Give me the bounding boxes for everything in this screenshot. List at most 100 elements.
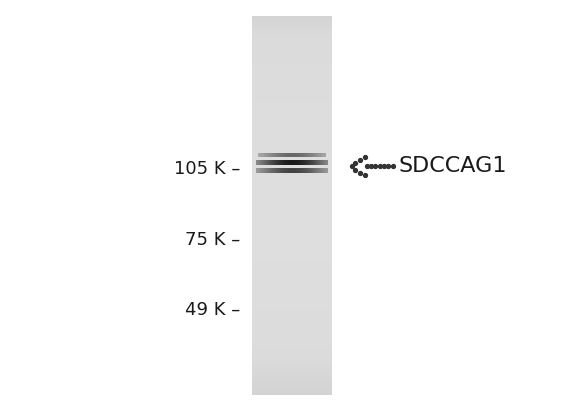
Bar bbox=[252, 63, 332, 65]
Bar bbox=[252, 337, 332, 338]
Bar bbox=[252, 47, 332, 48]
Bar bbox=[302, 159, 303, 165]
Bar bbox=[327, 159, 328, 165]
Bar bbox=[274, 159, 275, 165]
Bar bbox=[252, 20, 332, 22]
Bar bbox=[252, 392, 332, 394]
Bar bbox=[252, 118, 332, 120]
Bar bbox=[252, 79, 332, 81]
Bar bbox=[252, 217, 332, 219]
Bar bbox=[252, 184, 332, 186]
Bar bbox=[252, 261, 332, 263]
Bar bbox=[252, 299, 332, 300]
Bar bbox=[252, 163, 332, 164]
Bar bbox=[252, 35, 332, 37]
Bar bbox=[252, 69, 332, 71]
Bar bbox=[252, 117, 332, 119]
Bar bbox=[294, 153, 295, 157]
Bar bbox=[252, 357, 332, 358]
Bar bbox=[274, 169, 275, 173]
Bar bbox=[252, 304, 332, 305]
Bar bbox=[252, 105, 332, 106]
Bar bbox=[252, 373, 332, 375]
Text: 49 K –: 49 K – bbox=[186, 301, 241, 319]
Bar bbox=[252, 157, 332, 159]
Bar bbox=[279, 153, 280, 157]
Bar bbox=[252, 53, 332, 55]
Bar bbox=[252, 275, 332, 277]
Bar bbox=[267, 169, 268, 173]
Bar bbox=[310, 159, 311, 165]
Bar bbox=[252, 135, 332, 136]
Bar bbox=[264, 169, 265, 173]
Bar bbox=[309, 159, 310, 165]
Bar bbox=[278, 169, 279, 173]
Bar bbox=[252, 176, 332, 178]
Bar bbox=[252, 334, 332, 336]
Bar bbox=[294, 169, 295, 173]
Bar bbox=[269, 153, 270, 157]
Bar bbox=[252, 85, 332, 86]
Bar bbox=[301, 159, 302, 165]
Bar bbox=[252, 83, 332, 85]
Bar bbox=[287, 159, 288, 165]
Bar bbox=[252, 180, 332, 182]
Bar bbox=[252, 252, 332, 254]
Bar bbox=[311, 159, 312, 165]
Bar bbox=[252, 52, 332, 53]
Bar bbox=[325, 169, 327, 173]
Bar bbox=[252, 149, 332, 150]
Bar bbox=[252, 329, 332, 331]
Bar bbox=[308, 169, 309, 173]
Bar bbox=[252, 183, 332, 185]
Bar bbox=[252, 362, 332, 363]
Bar bbox=[252, 77, 332, 79]
Bar bbox=[252, 145, 332, 147]
Bar bbox=[252, 208, 332, 210]
Bar bbox=[269, 159, 270, 165]
Bar bbox=[252, 23, 332, 24]
Bar bbox=[252, 310, 332, 312]
Bar bbox=[256, 169, 257, 173]
Bar bbox=[252, 121, 332, 123]
Bar bbox=[252, 43, 332, 44]
Bar bbox=[252, 165, 332, 167]
Bar bbox=[297, 159, 298, 165]
Bar bbox=[252, 257, 332, 259]
Bar bbox=[299, 153, 300, 157]
Bar bbox=[308, 159, 309, 165]
Bar bbox=[252, 343, 332, 344]
Bar bbox=[268, 153, 269, 157]
Bar bbox=[276, 169, 277, 173]
Bar bbox=[252, 195, 332, 197]
Bar bbox=[261, 153, 262, 157]
Bar bbox=[283, 153, 284, 157]
Bar bbox=[252, 307, 332, 309]
Bar bbox=[252, 155, 332, 157]
Bar bbox=[252, 102, 332, 104]
Bar bbox=[252, 24, 332, 25]
Bar bbox=[297, 169, 298, 173]
Bar bbox=[252, 223, 332, 225]
Bar bbox=[252, 174, 332, 175]
Bar bbox=[252, 120, 332, 122]
Bar bbox=[252, 352, 332, 353]
Bar bbox=[296, 159, 297, 165]
Bar bbox=[298, 169, 299, 173]
Bar bbox=[272, 159, 273, 165]
Bar bbox=[252, 188, 332, 189]
Bar bbox=[252, 272, 332, 274]
Bar bbox=[252, 76, 332, 77]
Bar bbox=[278, 159, 279, 165]
Bar bbox=[252, 371, 332, 372]
Bar bbox=[252, 125, 332, 127]
Bar bbox=[327, 159, 328, 165]
Bar bbox=[252, 323, 332, 324]
Bar bbox=[252, 227, 332, 229]
Bar bbox=[298, 159, 299, 165]
Bar bbox=[252, 98, 332, 100]
Bar bbox=[283, 169, 284, 173]
Bar bbox=[282, 159, 283, 165]
Bar bbox=[273, 153, 274, 157]
Bar bbox=[304, 153, 305, 157]
